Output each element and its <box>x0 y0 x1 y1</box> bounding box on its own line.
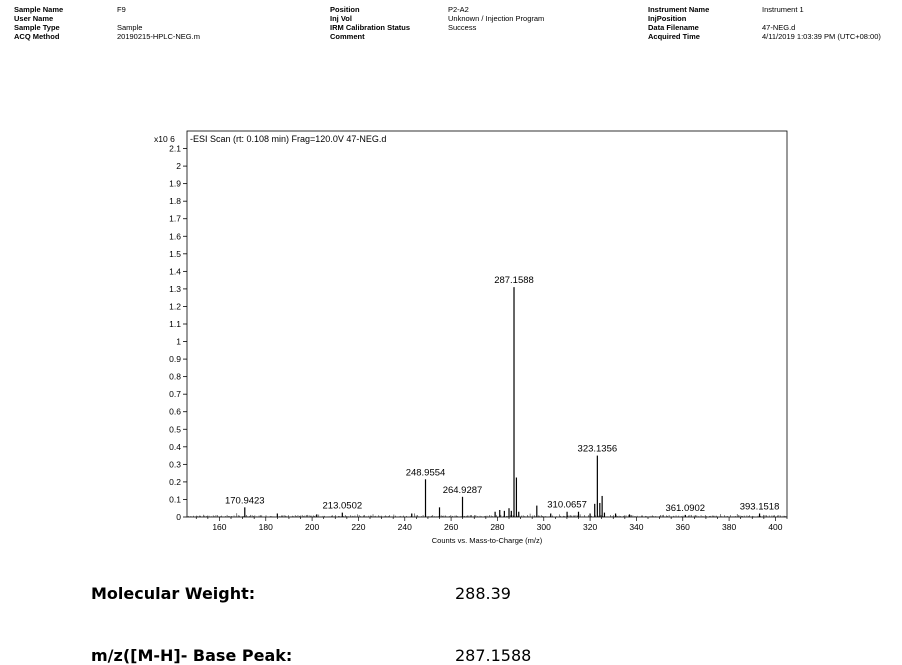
base-peak-label: m/z([M-H]- Base Peak: <box>91 646 293 665</box>
y-tick-label-6: 0.6 <box>169 407 181 417</box>
y-tick-label-21: 2.1 <box>169 144 181 154</box>
y-tick-label-12: 1.2 <box>169 301 181 311</box>
instrument-name-value: Instrument 1 <box>762 5 804 14</box>
y-tick-label-20: 2 <box>176 161 181 171</box>
chart-title: -ESI Scan (rt: 0.108 min) Frag=120.0V 47… <box>190 134 386 144</box>
x-tick-label-5: 260 <box>444 522 458 532</box>
x-tick-label-1: 180 <box>259 522 273 532</box>
acq-method-value: 20190215-HPLC-NEG.m <box>117 32 200 41</box>
y-scale-label: x10 6 <box>154 134 175 144</box>
sample-name-value: F9 <box>117 5 126 14</box>
report-header: Sample Name F9 User Name Sample Type Sam… <box>0 0 902 70</box>
y-tick-label-14: 1.4 <box>169 266 181 276</box>
y-tick-label-0: 0 <box>176 512 181 522</box>
peak-label-0: 170.9423 <box>225 495 265 506</box>
irm-calibration-status-value: Success <box>448 23 477 32</box>
user-name-label: User Name <box>14 14 54 23</box>
x-tick-label-9: 340 <box>629 522 643 532</box>
instrument-name-label: Instrument Name <box>648 5 710 14</box>
position-label: Position <box>330 5 360 14</box>
mass-spectrum-chart: 170.9423 213.0502 248.9554 264.9287 287.1588… <box>154 130 788 545</box>
y-tick-label-13: 1.3 <box>169 284 181 294</box>
plot-frame <box>186 130 788 518</box>
y-tick-label-4: 0.4 <box>169 442 181 452</box>
y-tick-label-19: 1.9 <box>169 179 181 189</box>
inj-vol-value: Unknown / Injection Program <box>448 14 545 23</box>
comment-label: Comment <box>330 32 365 41</box>
y-tick-label-15: 1.5 <box>169 249 181 259</box>
x-tick-label-12: 400 <box>768 522 782 532</box>
inj-vol-label: Inj Vol <box>330 14 352 23</box>
acquired-time-label: Acquired Time <box>648 32 700 41</box>
position-value: P2-A2 <box>448 5 469 14</box>
acquired-time-value: 4/11/2019 1:03:39 PM (UTC+08:00) <box>762 32 881 41</box>
peak-label-28: 361.0902 <box>665 503 705 514</box>
x-tick-label-10: 360 <box>676 522 690 532</box>
data-filename-value: 47-NEG.d <box>762 23 796 32</box>
x-tick-label-0: 160 <box>212 522 226 532</box>
sample-type-value: Sample <box>117 23 143 32</box>
irm-calibration-status-label: IRM Calibration Status <box>330 23 411 32</box>
y-tick-label-8: 0.8 <box>169 372 181 382</box>
y-tick-label-7: 0.7 <box>169 389 181 399</box>
peak-label-18: 310.0657 <box>547 500 587 511</box>
x-tick-label-2: 200 <box>305 522 319 532</box>
y-tick-label-3: 0.3 <box>169 459 181 469</box>
molecular-weight-label: Molecular Weight: <box>91 584 256 603</box>
inj-position-label: InjPosition <box>648 14 687 23</box>
y-tick-label-2: 0.2 <box>169 477 181 487</box>
sample-name-label: Sample Name <box>14 5 64 14</box>
x-tick-label-3: 220 <box>351 522 365 532</box>
peak-label-13: 287.1588 <box>494 275 534 286</box>
y-tick-label-10: 1 <box>176 337 181 347</box>
y-tick-label-1: 0.1 <box>169 494 181 504</box>
acq-method-label: ACQ Method <box>14 32 60 41</box>
y-tick-label-16: 1.6 <box>169 231 181 241</box>
x-tick-label-7: 300 <box>537 522 551 532</box>
y-tick-label-5: 0.5 <box>169 424 181 434</box>
molecular-weight-value: 288.39 <box>455 584 511 603</box>
y-tick-label-11: 1.1 <box>169 319 181 329</box>
x-axis-label: Counts vs. Mass-to-Charge (m/z) <box>432 536 543 545</box>
y-tick-label-9: 0.9 <box>169 354 181 364</box>
peak-label-29: 393.1518 <box>740 501 780 512</box>
peak-label-5: 248.9554 <box>406 467 446 478</box>
x-tick-label-6: 280 <box>490 522 504 532</box>
data-filename-label: Data Filename <box>648 23 699 32</box>
x-tick-label-8: 320 <box>583 522 597 532</box>
y-tick-label-17: 1.7 <box>169 214 181 224</box>
y-tick-label-18: 1.8 <box>169 196 181 206</box>
peak-label-22: 323.1356 <box>578 444 618 455</box>
x-tick-label-4: 240 <box>398 522 412 532</box>
sample-type-label: Sample Type <box>14 23 60 32</box>
peak-label-3: 213.0502 <box>323 501 363 512</box>
base-peak-value: 287.1588 <box>455 646 532 665</box>
x-tick-label-11: 380 <box>722 522 736 532</box>
peak-label-7: 264.9287 <box>443 485 483 496</box>
